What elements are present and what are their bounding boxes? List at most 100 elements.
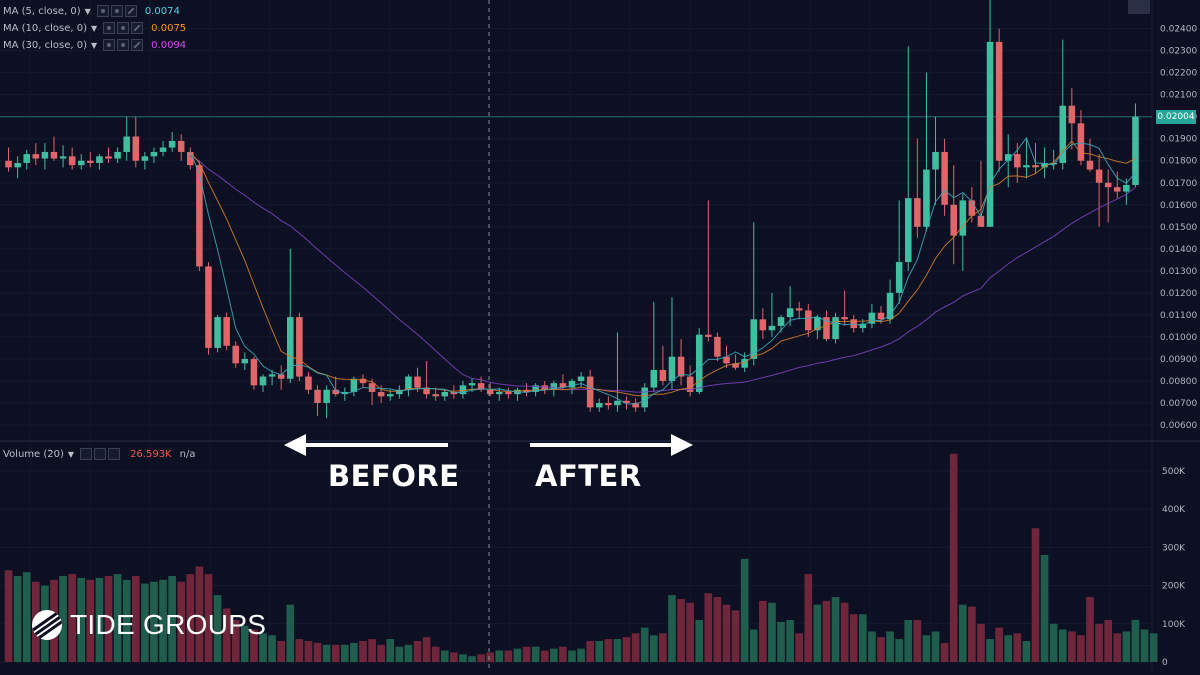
candle (768, 292, 776, 337)
volume-bar (322, 644, 331, 662)
price-tick-label: 0.01600 (1160, 201, 1197, 211)
candle-body (32, 154, 40, 159)
candle (659, 345, 667, 386)
candle-body (623, 400, 630, 403)
chevron-down-icon[interactable]: ▼ (91, 23, 98, 33)
settings-icon[interactable] (103, 39, 116, 51)
volume-bars (4, 453, 1158, 662)
volume-bar (831, 597, 840, 662)
candle (14, 156, 21, 179)
volume-bar (986, 639, 994, 662)
chevron-down-icon[interactable]: ▼ (67, 449, 75, 459)
candle-body (832, 317, 839, 340)
candle-body (123, 136, 130, 152)
candle (123, 116, 130, 161)
candle-body (359, 378, 367, 384)
candle-body (741, 358, 748, 368)
candle (705, 200, 712, 342)
candle-body (396, 389, 403, 395)
candle-body (141, 156, 149, 161)
legend-ma10[interactable]: MA (10, close, 0) ▼ 0.0075 (3, 20, 186, 36)
volume-bar (395, 646, 404, 662)
volume-bar (995, 627, 1003, 662)
volume-bar (295, 639, 304, 662)
volume-bar (731, 610, 740, 662)
volume-bar (531, 646, 540, 662)
gear-icon[interactable] (117, 22, 130, 34)
candle-body (5, 160, 12, 168)
volume-axis: 0 100K 200K 300K 400K 500K (1162, 467, 1186, 668)
candle (786, 286, 794, 326)
settings-icon[interactable] (80, 448, 93, 460)
scroll-button[interactable] (1128, 0, 1150, 14)
volume-bar (195, 566, 204, 662)
price-tick-label: 0.01200 (1160, 289, 1197, 299)
candle (986, 0, 994, 227)
candle (586, 369, 594, 412)
price-tick-label: 0.01300 (1160, 267, 1197, 277)
volume-bar (186, 574, 195, 662)
volume-bar (1031, 528, 1040, 662)
candle-body (114, 151, 121, 159)
candle (950, 165, 957, 265)
chevron-down-icon[interactable]: ▼ (84, 6, 91, 16)
chevron-down-icon[interactable]: ▼ (91, 40, 98, 50)
candle-body (686, 376, 694, 392)
candle-body (68, 156, 76, 166)
legend-volume[interactable]: Volume (20) ▼ 26.593K n/a (3, 446, 195, 462)
volume-bar (722, 604, 731, 662)
candle-body (750, 319, 758, 359)
candle (68, 147, 76, 170)
last-price-tag: 0.02004 (1156, 109, 1196, 124)
legend-ma30-value: 0.0094 (151, 39, 187, 51)
gear-icon[interactable] (94, 448, 107, 460)
price-tick-label: 0.00600 (1160, 421, 1197, 431)
candle-body (705, 334, 712, 337)
gear-icon[interactable] (110, 5, 123, 17)
volume-bar (22, 572, 31, 662)
settings-icon[interactable] (96, 5, 109, 17)
candle-body (168, 140, 176, 148)
candle (41, 143, 49, 170)
volume-bar (340, 644, 349, 662)
candle (914, 138, 921, 238)
legend-ma5[interactable]: MA (5, close, 0) ▼ 0.0074 (3, 3, 180, 19)
ma5-line (189, 136, 1136, 405)
volume-bar (958, 604, 967, 662)
close-icon[interactable] (131, 39, 144, 51)
close-icon[interactable] (131, 22, 144, 34)
volume-bar (504, 650, 513, 662)
candle (296, 312, 303, 381)
candle-body (1023, 165, 1030, 168)
candle-body (1095, 169, 1103, 183)
volume-bar (313, 642, 322, 662)
volume-bar (268, 635, 276, 662)
candle-body (241, 358, 249, 364)
candle-body (132, 136, 140, 161)
candle-body (650, 369, 658, 388)
volume-bar (331, 644, 340, 662)
candle (577, 372, 585, 388)
candle (368, 378, 376, 406)
gear-icon[interactable] (117, 39, 130, 51)
candle-body (287, 317, 294, 379)
before-label: BEFORE (328, 459, 460, 493)
volume-bar (604, 639, 613, 662)
candle (805, 303, 812, 337)
candle-body (23, 154, 30, 163)
volume-bar (922, 635, 931, 662)
candle-body (659, 369, 667, 381)
close-icon[interactable] (108, 448, 121, 460)
volume-bar (631, 633, 640, 662)
volume-tick-label: 400K (1162, 505, 1186, 515)
candle (114, 147, 121, 163)
candle-body (795, 308, 803, 311)
legend-ma30[interactable]: MA (30, close, 0) ▼ 0.0094 (3, 37, 186, 53)
settings-icon[interactable] (103, 22, 116, 34)
volume-bar (1040, 555, 1049, 662)
candle (832, 312, 839, 344)
volume-bar (704, 593, 713, 662)
close-icon[interactable] (124, 5, 137, 17)
